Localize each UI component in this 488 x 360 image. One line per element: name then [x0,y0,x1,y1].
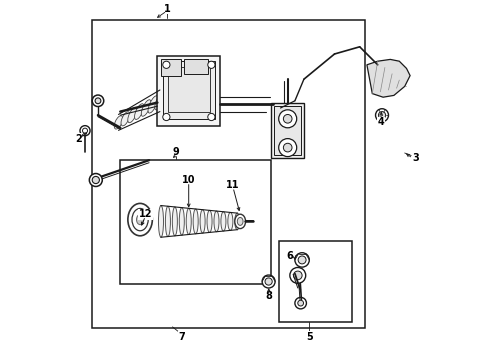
Bar [163,61,215,119]
Ellipse shape [127,203,152,236]
Bar [184,59,207,74]
Circle shape [278,110,296,128]
Bar [120,160,271,284]
Ellipse shape [237,217,243,225]
Text: 7: 7 [178,332,184,342]
Text: 10: 10 [182,175,195,185]
Circle shape [294,297,306,309]
Ellipse shape [206,210,212,233]
Ellipse shape [141,100,151,116]
Bar [168,67,209,112]
Circle shape [283,114,291,123]
Ellipse shape [200,210,204,233]
Bar [161,59,181,76]
Ellipse shape [148,96,158,113]
Ellipse shape [172,207,177,236]
Circle shape [163,61,170,68]
Circle shape [207,113,215,121]
Circle shape [297,300,303,306]
Text: 1: 1 [163,4,170,14]
Text: 12: 12 [139,209,152,219]
Circle shape [294,253,309,267]
Circle shape [80,126,90,136]
Ellipse shape [114,116,122,129]
Circle shape [92,95,103,107]
Text: 11: 11 [226,180,239,190]
Circle shape [82,128,87,133]
Ellipse shape [193,209,198,234]
Bar [274,106,301,155]
Text: 6: 6 [285,251,292,261]
Circle shape [293,271,302,280]
Circle shape [264,278,272,285]
Ellipse shape [179,208,184,235]
Bar [157,56,220,126]
Bar [271,103,303,158]
Text: 4: 4 [377,117,384,127]
Text: 5: 5 [305,332,312,342]
Ellipse shape [132,208,148,231]
Circle shape [378,112,385,119]
Text: 2: 2 [75,134,81,144]
Ellipse shape [221,212,225,231]
Ellipse shape [127,108,137,123]
Circle shape [163,113,170,121]
Bar [91,20,365,328]
Circle shape [89,174,102,186]
Ellipse shape [234,213,239,230]
Ellipse shape [234,214,245,229]
Circle shape [207,61,215,68]
Text: 8: 8 [265,291,272,301]
Circle shape [375,109,387,122]
Polygon shape [366,59,409,97]
Bar [278,241,352,322]
Circle shape [95,98,101,104]
Ellipse shape [155,92,164,110]
Ellipse shape [158,206,163,237]
Circle shape [283,143,291,152]
Ellipse shape [214,211,219,232]
Text: 3: 3 [411,153,418,163]
Circle shape [298,256,305,264]
Ellipse shape [186,208,191,234]
Ellipse shape [165,206,170,237]
Ellipse shape [121,112,129,126]
Ellipse shape [134,104,143,120]
Circle shape [289,267,305,283]
Circle shape [278,139,296,157]
Ellipse shape [136,215,143,225]
Circle shape [92,176,99,184]
Text: 9: 9 [172,147,179,157]
Ellipse shape [227,212,232,230]
Circle shape [262,275,275,288]
